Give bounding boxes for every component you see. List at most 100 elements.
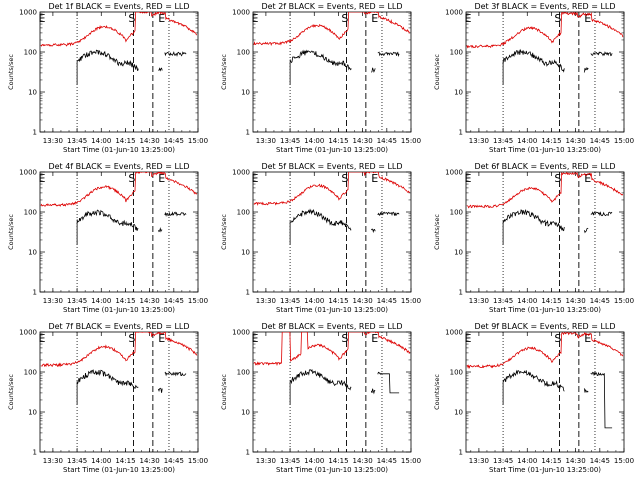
events-series-line xyxy=(370,388,376,395)
marker-e-left: E xyxy=(251,12,258,25)
marker-e-left: E xyxy=(251,172,258,185)
panel-title: Det 1f BLACK = Events, RED = LLD xyxy=(48,2,189,11)
y-tick-label: 1000 xyxy=(232,169,250,177)
plot-frame xyxy=(252,171,412,293)
y-tick-label: 100 xyxy=(237,369,250,377)
x-tick-label: 14:00 xyxy=(91,297,111,305)
y-tick-label: 1000 xyxy=(232,9,250,17)
y-axis-label: Counts/sec xyxy=(220,54,228,90)
x-axis-label: Start Time (01-Jun-10 13:25:00) xyxy=(63,146,175,154)
x-tick-label: 13:30 xyxy=(469,297,489,305)
x-tick-label: 15:00 xyxy=(401,297,421,305)
x-tick-label: 14:30 xyxy=(353,137,373,145)
plot-frame xyxy=(252,11,412,133)
events-series-line xyxy=(502,48,565,73)
x-tick-label: 15:00 xyxy=(188,457,208,465)
y-tick-label: 1 xyxy=(246,289,250,297)
events-series-line xyxy=(590,51,613,57)
x-tick-label: 14:00 xyxy=(304,137,324,145)
panel-det-7: Det 7f BLACK = Events, RED = LLD Counts/s… xyxy=(7,322,208,474)
y-tick-label: 1 xyxy=(33,289,37,297)
marker-s: S xyxy=(128,172,135,185)
lld-series-line xyxy=(253,12,411,46)
x-tick-label: 13:45 xyxy=(493,297,513,305)
x-tick-label: 15:00 xyxy=(401,137,421,145)
lld-series-line xyxy=(253,332,411,367)
x-tick-label: 14:30 xyxy=(353,457,373,465)
y-axis-label: Counts/sec xyxy=(7,54,15,90)
x-tick-label: 15:00 xyxy=(401,457,421,465)
events-series-line xyxy=(502,208,565,232)
x-axis-label: Start Time (01-Jun-10 13:25:00) xyxy=(489,306,601,314)
events-series-line xyxy=(76,49,139,72)
lld-series-line xyxy=(466,12,624,49)
panel-det-8: Det 8f BLACK = Events, RED = LLD Counts/s… xyxy=(220,322,421,474)
x-tick-label: 14:00 xyxy=(91,137,111,145)
x-tick-label: 13:45 xyxy=(280,297,300,305)
y-tick-label: 1000 xyxy=(19,329,37,337)
x-axis-label: Start Time (01-Jun-10 13:25:00) xyxy=(63,466,175,474)
y-tick-label: 100 xyxy=(24,49,37,57)
marker-e-right: E xyxy=(371,172,378,185)
y-axis-label: Counts/sec xyxy=(433,374,441,410)
x-tick-label: 13:45 xyxy=(67,137,87,145)
marker-e-left: E xyxy=(251,332,258,345)
lld-series-line xyxy=(40,172,198,207)
events-series-line xyxy=(583,227,589,234)
events-series-line xyxy=(164,371,187,377)
y-tick-label: 100 xyxy=(450,209,463,217)
x-tick-label: 13:45 xyxy=(280,457,300,465)
lld-series-line xyxy=(40,12,198,47)
x-tick-label: 14:45 xyxy=(590,297,610,305)
x-tick-label: 14:00 xyxy=(304,457,324,465)
y-axis-label: Counts/sec xyxy=(7,374,15,410)
panel-title: Det 3f BLACK = Events, RED = LLD xyxy=(474,2,615,11)
x-tick-label: 13:45 xyxy=(67,297,87,305)
x-tick-label: 13:30 xyxy=(256,297,276,305)
marker-e-right: E xyxy=(158,12,165,25)
x-tick-label: 14:45 xyxy=(164,297,184,305)
x-axis-label: Start Time (01-Jun-10 13:25:00) xyxy=(276,306,388,314)
x-tick-label: 13:30 xyxy=(43,457,63,465)
x-tick-label: 14:15 xyxy=(541,137,561,145)
y-tick-label: 10 xyxy=(454,249,463,257)
x-tick-label: 14:15 xyxy=(115,137,135,145)
marker-e-left: E xyxy=(38,332,45,345)
events-series-line xyxy=(371,67,376,73)
marker-e-right: E xyxy=(371,332,378,345)
x-tick-label: 13:45 xyxy=(493,457,513,465)
panel-title: Det 6f BLACK = Events, RED = LLD xyxy=(474,162,615,171)
x-tick-label: 14:15 xyxy=(115,457,135,465)
y-tick-label: 10 xyxy=(454,89,463,97)
marker-s: S xyxy=(341,12,348,25)
events-series-line xyxy=(289,208,352,231)
y-tick-label: 1 xyxy=(246,129,250,137)
events-series-line xyxy=(583,388,589,393)
marker-s: S xyxy=(554,332,561,345)
events-series-line xyxy=(158,67,163,72)
events-series-line xyxy=(76,209,139,231)
y-tick-label: 1 xyxy=(246,449,250,457)
x-tick-label: 14:00 xyxy=(91,457,111,465)
x-tick-label: 13:30 xyxy=(43,297,63,305)
x-tick-label: 15:00 xyxy=(188,137,208,145)
y-tick-label: 1 xyxy=(33,129,37,137)
x-tick-label: 14:00 xyxy=(304,297,324,305)
marker-e-left: E xyxy=(464,12,471,25)
x-tick-label: 14:45 xyxy=(377,137,397,145)
panel-det-9: Det 9f BLACK = Events, RED = LLD Counts/s… xyxy=(433,322,634,474)
x-tick-label: 14:00 xyxy=(517,457,537,465)
x-tick-label: 14:30 xyxy=(140,457,160,465)
x-tick-label: 14:30 xyxy=(566,297,586,305)
marker-e-left: E xyxy=(464,172,471,185)
x-tick-label: 13:30 xyxy=(256,457,276,465)
events-series-line xyxy=(76,369,139,390)
y-axis-label: Counts/sec xyxy=(433,214,441,250)
events-series-line xyxy=(377,211,400,216)
y-tick-label: 100 xyxy=(237,209,250,217)
panel-det-5: Det 5f BLACK = Events, RED = LLD Counts/s… xyxy=(220,162,421,314)
events-series-line xyxy=(164,211,187,217)
marker-s: S xyxy=(341,172,348,185)
x-tick-label: 14:15 xyxy=(115,297,135,305)
lld-series-line xyxy=(253,172,410,206)
